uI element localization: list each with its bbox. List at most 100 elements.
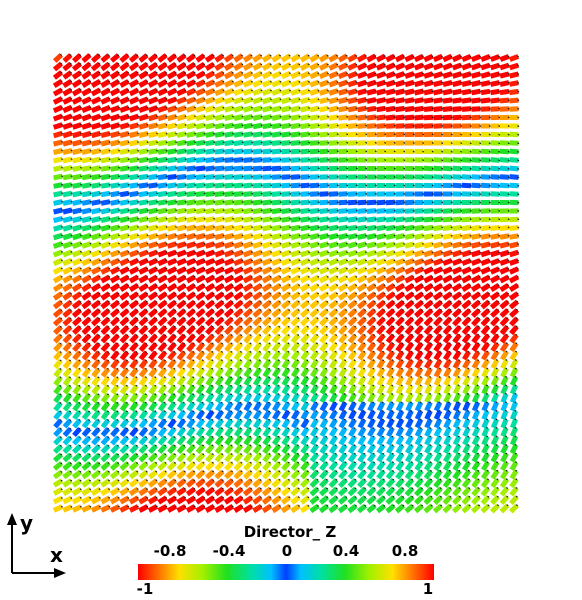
glyph-shadow: [279, 63, 282, 66]
glyph-shadow: [401, 469, 404, 472]
director-glyph: [318, 249, 330, 258]
glyph-shadow: [288, 72, 291, 75]
glyph-shadow: [269, 80, 272, 83]
director-glyph: [186, 148, 196, 155]
director-glyph: [509, 333, 519, 344]
director-glyph: [281, 409, 291, 421]
director-glyph: [490, 225, 500, 231]
director-glyph: [128, 241, 140, 249]
director-glyph: [489, 266, 501, 275]
director-glyph: [423, 114, 434, 121]
glyph-shadow: [80, 209, 83, 212]
glyph-shadow: [241, 158, 244, 161]
director-glyph: [395, 358, 405, 370]
director-glyph: [119, 257, 130, 267]
director-glyph: [452, 452, 462, 463]
glyph-shadow: [108, 192, 111, 195]
director-glyph: [110, 190, 120, 198]
director-glyph: [337, 291, 349, 301]
glyph-shadow: [306, 350, 309, 353]
glyph-shadow: [173, 427, 176, 430]
director-glyph: [100, 130, 111, 139]
glyph-shadow: [279, 132, 282, 135]
director-glyph: [499, 225, 510, 231]
director-glyph: [366, 282, 377, 293]
director-glyph: [81, 266, 92, 275]
glyph-shadow: [306, 478, 310, 481]
glyph-shadow: [87, 393, 91, 396]
director-glyph: [348, 435, 357, 446]
director-glyph: [81, 61, 92, 72]
glyph-shadow: [126, 436, 129, 439]
director-glyph: [91, 367, 101, 378]
glyph-shadow: [126, 444, 129, 447]
director-glyph: [176, 367, 187, 378]
director-glyph: [309, 333, 320, 344]
director-glyph: [300, 478, 310, 488]
director-glyph: [81, 350, 92, 361]
director-glyph: [490, 401, 500, 412]
glyph-shadow: [487, 284, 491, 287]
glyph-shadow: [175, 209, 178, 212]
director-glyph: [243, 469, 253, 480]
glyph-shadow: [515, 469, 518, 472]
director-glyph: [329, 409, 338, 421]
director-glyph: [52, 241, 64, 249]
glyph-shadow: [145, 71, 149, 74]
glyph-shadow: [260, 226, 263, 229]
glyph-shadow: [430, 284, 434, 287]
director-glyph: [500, 452, 509, 463]
glyph-shadow: [278, 309, 281, 311]
glyph-shadow: [326, 72, 329, 75]
glyph-shadow: [362, 401, 365, 404]
director-glyph: [509, 316, 519, 327]
glyph-shadow: [88, 300, 91, 303]
glyph-shadow: [354, 309, 357, 311]
glyph-shadow: [317, 184, 320, 187]
director-glyph: [489, 54, 501, 62]
director-glyph: [432, 249, 444, 258]
glyph-shadow: [479, 159, 482, 162]
glyph-shadow: [305, 384, 309, 387]
director-glyph: [414, 426, 424, 438]
glyph-shadow: [479, 90, 482, 93]
director-glyph: [110, 452, 120, 463]
glyph-shadow: [374, 176, 377, 178]
glyph-shadow: [363, 317, 367, 320]
director-glyph: [309, 299, 320, 310]
glyph-shadow: [240, 284, 244, 287]
director-glyph: [375, 249, 387, 258]
director-glyph: [119, 358, 130, 370]
director-glyph: [272, 375, 281, 387]
director-glyph: [348, 392, 357, 404]
glyph-shadow: [365, 167, 368, 170]
glyph-shadow: [488, 159, 491, 162]
glyph-shadow: [88, 292, 92, 295]
glyph-shadow: [393, 159, 396, 161]
glyph-shadow: [144, 401, 147, 404]
director-glyph: [138, 182, 149, 189]
glyph-shadow: [165, 242, 168, 245]
glyph-shadow: [69, 462, 72, 465]
director-glyph: [357, 224, 367, 232]
director-glyph: [138, 401, 149, 412]
glyph-shadow: [144, 367, 148, 370]
director-glyph: [281, 460, 291, 472]
glyph-shadow: [127, 234, 130, 237]
director-glyph: [432, 266, 444, 275]
glyph-shadow: [514, 435, 517, 438]
glyph-shadow: [308, 124, 311, 127]
director-glyph: [300, 460, 310, 472]
director-glyph: [413, 241, 425, 249]
director-glyph: [186, 384, 196, 395]
glyph-shadow: [97, 376, 100, 379]
glyph-shadow: [116, 384, 119, 387]
glyph-shadow: [97, 419, 100, 421]
glyph-shadow: [222, 106, 225, 109]
glyph-shadow: [175, 132, 178, 135]
glyph-shadow: [308, 192, 311, 195]
director-glyph: [252, 131, 263, 138]
director-glyph: [242, 241, 254, 249]
